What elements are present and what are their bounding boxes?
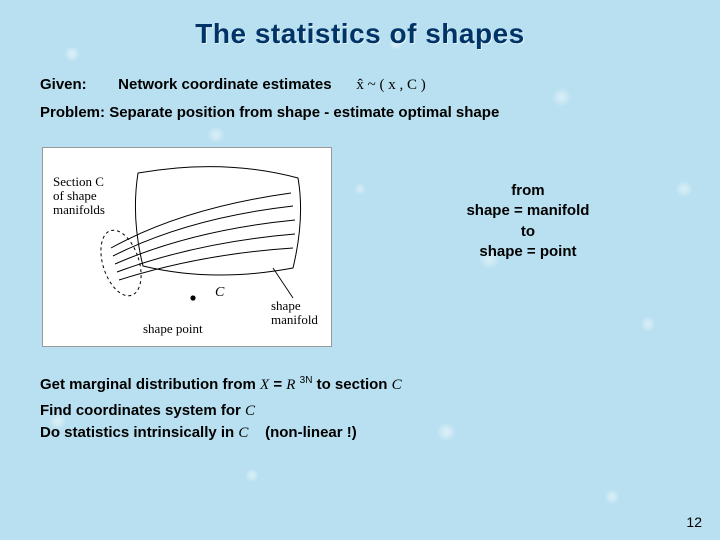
- shape-manifold-diagram: Section C of shape manifolds shape manif…: [42, 147, 332, 347]
- aside-l4: shape = point: [466, 242, 589, 262]
- problem-line: Problem: Separate position from shape - …: [40, 104, 680, 121]
- distribution-formula: x̂ ~ ( x , C ): [356, 77, 425, 93]
- bottom-line1-a: Get marginal distribution from: [40, 376, 260, 393]
- aside-l1: from: [466, 181, 589, 201]
- given-line: Given: Network coordinate estimates x̂ ~…: [40, 76, 680, 94]
- aside-l3: to: [466, 222, 589, 242]
- diagram-label-c: C: [215, 285, 225, 300]
- diagram-label-point: shape point: [143, 321, 203, 336]
- bottom-line2-a: Find coordinates system for: [40, 402, 245, 419]
- problem-text: Separate position from shape - estimate …: [109, 104, 499, 121]
- bottom-line-1: Get marginal distribution from X = R 3N …: [40, 375, 680, 394]
- bottom-line-2: Find coordinates system for C: [40, 402, 680, 420]
- bottom-line-3: Do statistics intrinsically in C (non-li…: [40, 424, 680, 442]
- page-number: 12: [686, 514, 702, 530]
- aside-text: from shape = manifold to shape = point: [466, 181, 589, 262]
- bottom-line1-mid: to section: [312, 376, 391, 393]
- problem-label: Problem:: [40, 104, 105, 121]
- bottom-line3-a: Do statistics intrinsically in: [40, 424, 238, 441]
- given-label: Given:: [40, 76, 114, 93]
- diagram-label-manifold: shape manifold: [271, 298, 318, 327]
- aside-l2: shape = manifold: [466, 201, 589, 221]
- bottom-line3-b: (non-linear !): [265, 424, 357, 441]
- given-text: Network coordinate estimates: [118, 76, 331, 93]
- bottom-block: Get marginal distribution from X = R 3N …: [40, 375, 680, 442]
- slide-title: The statistics of shapes: [40, 18, 680, 50]
- diagram-label-section: Section C of shape manifolds: [53, 174, 107, 217]
